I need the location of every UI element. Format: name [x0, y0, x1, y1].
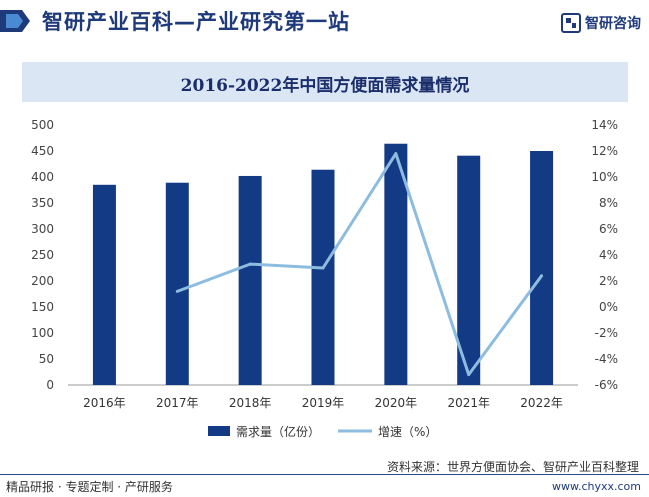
brand-name: 智研咨询 — [585, 16, 641, 32]
header-accent-icon — [0, 10, 30, 32]
growth-point — [248, 262, 252, 266]
brand-icon — [561, 13, 581, 33]
y-right-tick-label: 6% — [599, 222, 618, 236]
y-left-tick-label: 200 — [31, 274, 54, 288]
y-left-tick-label: 400 — [31, 170, 54, 184]
brand-logo[interactable]: 智研咨询 — [561, 12, 641, 34]
y-right-tick-label: -6% — [595, 378, 618, 392]
x-tick-label: 2021年 — [447, 396, 490, 410]
y-left-tick-label: 450 — [31, 144, 54, 158]
footer-divider — [0, 474, 649, 475]
growth-point — [175, 289, 179, 293]
y-left-tick-label: 300 — [31, 222, 54, 236]
y-left-tick-label: 250 — [31, 248, 54, 262]
y-right-tick-label: 4% — [599, 248, 618, 262]
y-right-tick-label: -4% — [595, 352, 618, 366]
legend-bar-label: 需求量（亿份） — [236, 424, 320, 439]
growth-point — [467, 373, 471, 377]
y-left-tick-label: 500 — [31, 118, 54, 132]
x-tick-label: 2016年 — [83, 396, 126, 410]
bar — [92, 184, 116, 385]
x-tick-label: 2017年 — [156, 396, 199, 410]
y-right-tick-label: 8% — [599, 196, 618, 210]
y-right-tick-label: 12% — [591, 144, 618, 158]
chart-title: 2016-2022年中国方便面需求量情况 — [180, 76, 470, 96]
bar — [457, 155, 481, 385]
x-tick-label: 2020年 — [375, 396, 418, 410]
footer-services: 精品研报 · 专题定制 · 产研服务 — [6, 480, 173, 494]
bar — [311, 169, 335, 385]
y-left-tick-label: 150 — [31, 300, 54, 314]
legend-bar-swatch — [208, 426, 230, 436]
legend-line-label: 增速（%） — [378, 425, 437, 439]
footer-url[interactable]: www.chyxx.com — [551, 480, 641, 493]
bar — [238, 175, 262, 385]
y-right-tick-label: 0% — [599, 300, 618, 314]
x-tick-label: 2018年 — [229, 396, 272, 410]
y-left-tick-label: 50 — [39, 352, 54, 366]
y-right-tick-label: 10% — [591, 170, 618, 184]
growth-point — [540, 274, 544, 278]
bar — [165, 182, 189, 385]
x-tick-label: 2019年 — [302, 396, 345, 410]
x-tick-label: 2022年 — [520, 396, 563, 410]
chart-title-band: 2016-2022年中国方便面需求量情况 — [22, 62, 628, 102]
source-note: 资料来源：世界方便面协会、智研产业百科整理 — [386, 460, 639, 474]
bar — [530, 151, 554, 385]
y-left-tick-label: 350 — [31, 196, 54, 210]
y-left-tick-label: 100 — [31, 326, 54, 340]
y-right-tick-label: 2% — [599, 274, 618, 288]
header-title: 智研产业百科—产业研究第一站 — [42, 10, 350, 34]
bar — [384, 143, 408, 385]
growth-line — [176, 152, 543, 377]
y-right-tick-label: 14% — [591, 118, 618, 132]
header-bar: 智研产业百科—产业研究第一站 智研咨询 — [0, 0, 649, 44]
y-left-tick-label: 0 — [46, 378, 54, 392]
growth-point — [321, 266, 325, 270]
growth-point — [394, 152, 398, 156]
y-right-tick-label: -2% — [595, 326, 618, 340]
